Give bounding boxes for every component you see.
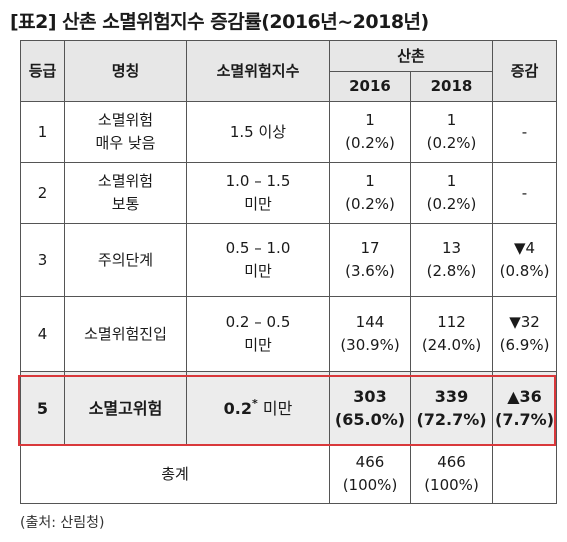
cell-total-change bbox=[492, 444, 558, 504]
village-extinction-table: 등급 명칭 소멸위험지수 산촌 증감 2016 2018 1 소멸위험 매우 낮음… bbox=[20, 40, 558, 504]
cell-name: 소멸위험 보통 bbox=[64, 162, 187, 224]
cell-index: 0.2* 미만 bbox=[186, 371, 330, 445]
cell-2018: 112 (24.0%) bbox=[409, 296, 494, 372]
cell-total-label: 총계 bbox=[20, 444, 330, 504]
table-row-highlighted: 5 소멸고위험 0.2* 미만 303 (65.0%) 339 (72.7%) ▲3… bbox=[20, 371, 558, 445]
cell-index: 0.5 – 1.0 미만 bbox=[186, 223, 330, 297]
header-village: 산촌 bbox=[328, 40, 494, 72]
cell-name: 소멸고위험 bbox=[64, 371, 187, 445]
header-grade: 등급 bbox=[20, 40, 65, 102]
table-row: 4 소멸위험진입 0.2 – 0.5 미만 144 (30.9%) 112 (24.0… bbox=[20, 296, 558, 372]
cell-grade: 3 bbox=[20, 223, 65, 297]
cell-2016: 1 (0.2%) bbox=[329, 162, 411, 224]
cell-index: 0.2 – 0.5 미만 bbox=[186, 296, 330, 372]
cell-change: - bbox=[492, 162, 558, 224]
source-note: (출처: 산림청) bbox=[20, 515, 105, 531]
cell-2018: 339 (72.7%) bbox=[409, 371, 494, 445]
cell-2016: 1 (0.2%) bbox=[329, 101, 411, 163]
table-row-total: 총계 466 (100%) 466 (100%) bbox=[20, 444, 558, 504]
cell-change: ▼32 (6.9%) bbox=[492, 296, 558, 372]
cell-2018: 1 (0.2%) bbox=[409, 162, 494, 224]
cell-name: 소멸위험 매우 낮음 bbox=[64, 101, 187, 163]
header-index: 소멸위험지수 bbox=[186, 40, 330, 102]
cell-grade: 4 bbox=[20, 296, 65, 372]
cell-name: 소멸위험진입 bbox=[64, 296, 187, 372]
cell-grade: 2 bbox=[20, 162, 65, 224]
header-change: 증감 bbox=[492, 40, 558, 102]
footnote-mark: * bbox=[252, 396, 258, 410]
cell-2018: 1 (0.2%) bbox=[409, 101, 494, 163]
cell-2016: 17 (3.6%) bbox=[329, 223, 411, 297]
cell-2018: 13 (2.8%) bbox=[409, 223, 494, 297]
cell-index: 1.0 – 1.5 미만 bbox=[186, 162, 330, 224]
cell-change: ▲36 (7.7%) bbox=[492, 371, 558, 445]
header-2016: 2016 bbox=[329, 71, 411, 102]
cell-total-2018: 466 (100%) bbox=[409, 444, 494, 504]
cell-2016: 144 (30.9%) bbox=[329, 296, 411, 372]
table-title: [표2] 산촌 소멸위험지수 증감률(2016년~2018년) bbox=[10, 11, 429, 33]
cell-2016: 303 (65.0%) bbox=[329, 371, 411, 445]
header-2018: 2018 bbox=[409, 71, 494, 102]
table-row: 3 주의단계 0.5 – 1.0 미만 17 (3.6%) 13 (2.8%) ▼4(… bbox=[20, 223, 558, 297]
header-name: 명칭 bbox=[64, 40, 187, 102]
cell-grade: 5 bbox=[20, 371, 65, 445]
cell-total-2016: 466 (100%) bbox=[329, 444, 411, 504]
cell-change: - bbox=[492, 101, 558, 163]
table-row: 1 소멸위험 매우 낮음 1.5 이상 1 (0.2%) 1 (0.2%) - bbox=[20, 101, 558, 163]
cell-name: 주의단계 bbox=[64, 223, 187, 297]
table-row: 2 소멸위험 보통 1.0 – 1.5 미만 1 (0.2%) 1 (0.2%) - bbox=[20, 162, 558, 224]
cell-grade: 1 bbox=[20, 101, 65, 163]
cell-change: ▼4 (0.8%) bbox=[492, 223, 558, 297]
cell-index: 1.5 이상 bbox=[186, 101, 330, 163]
